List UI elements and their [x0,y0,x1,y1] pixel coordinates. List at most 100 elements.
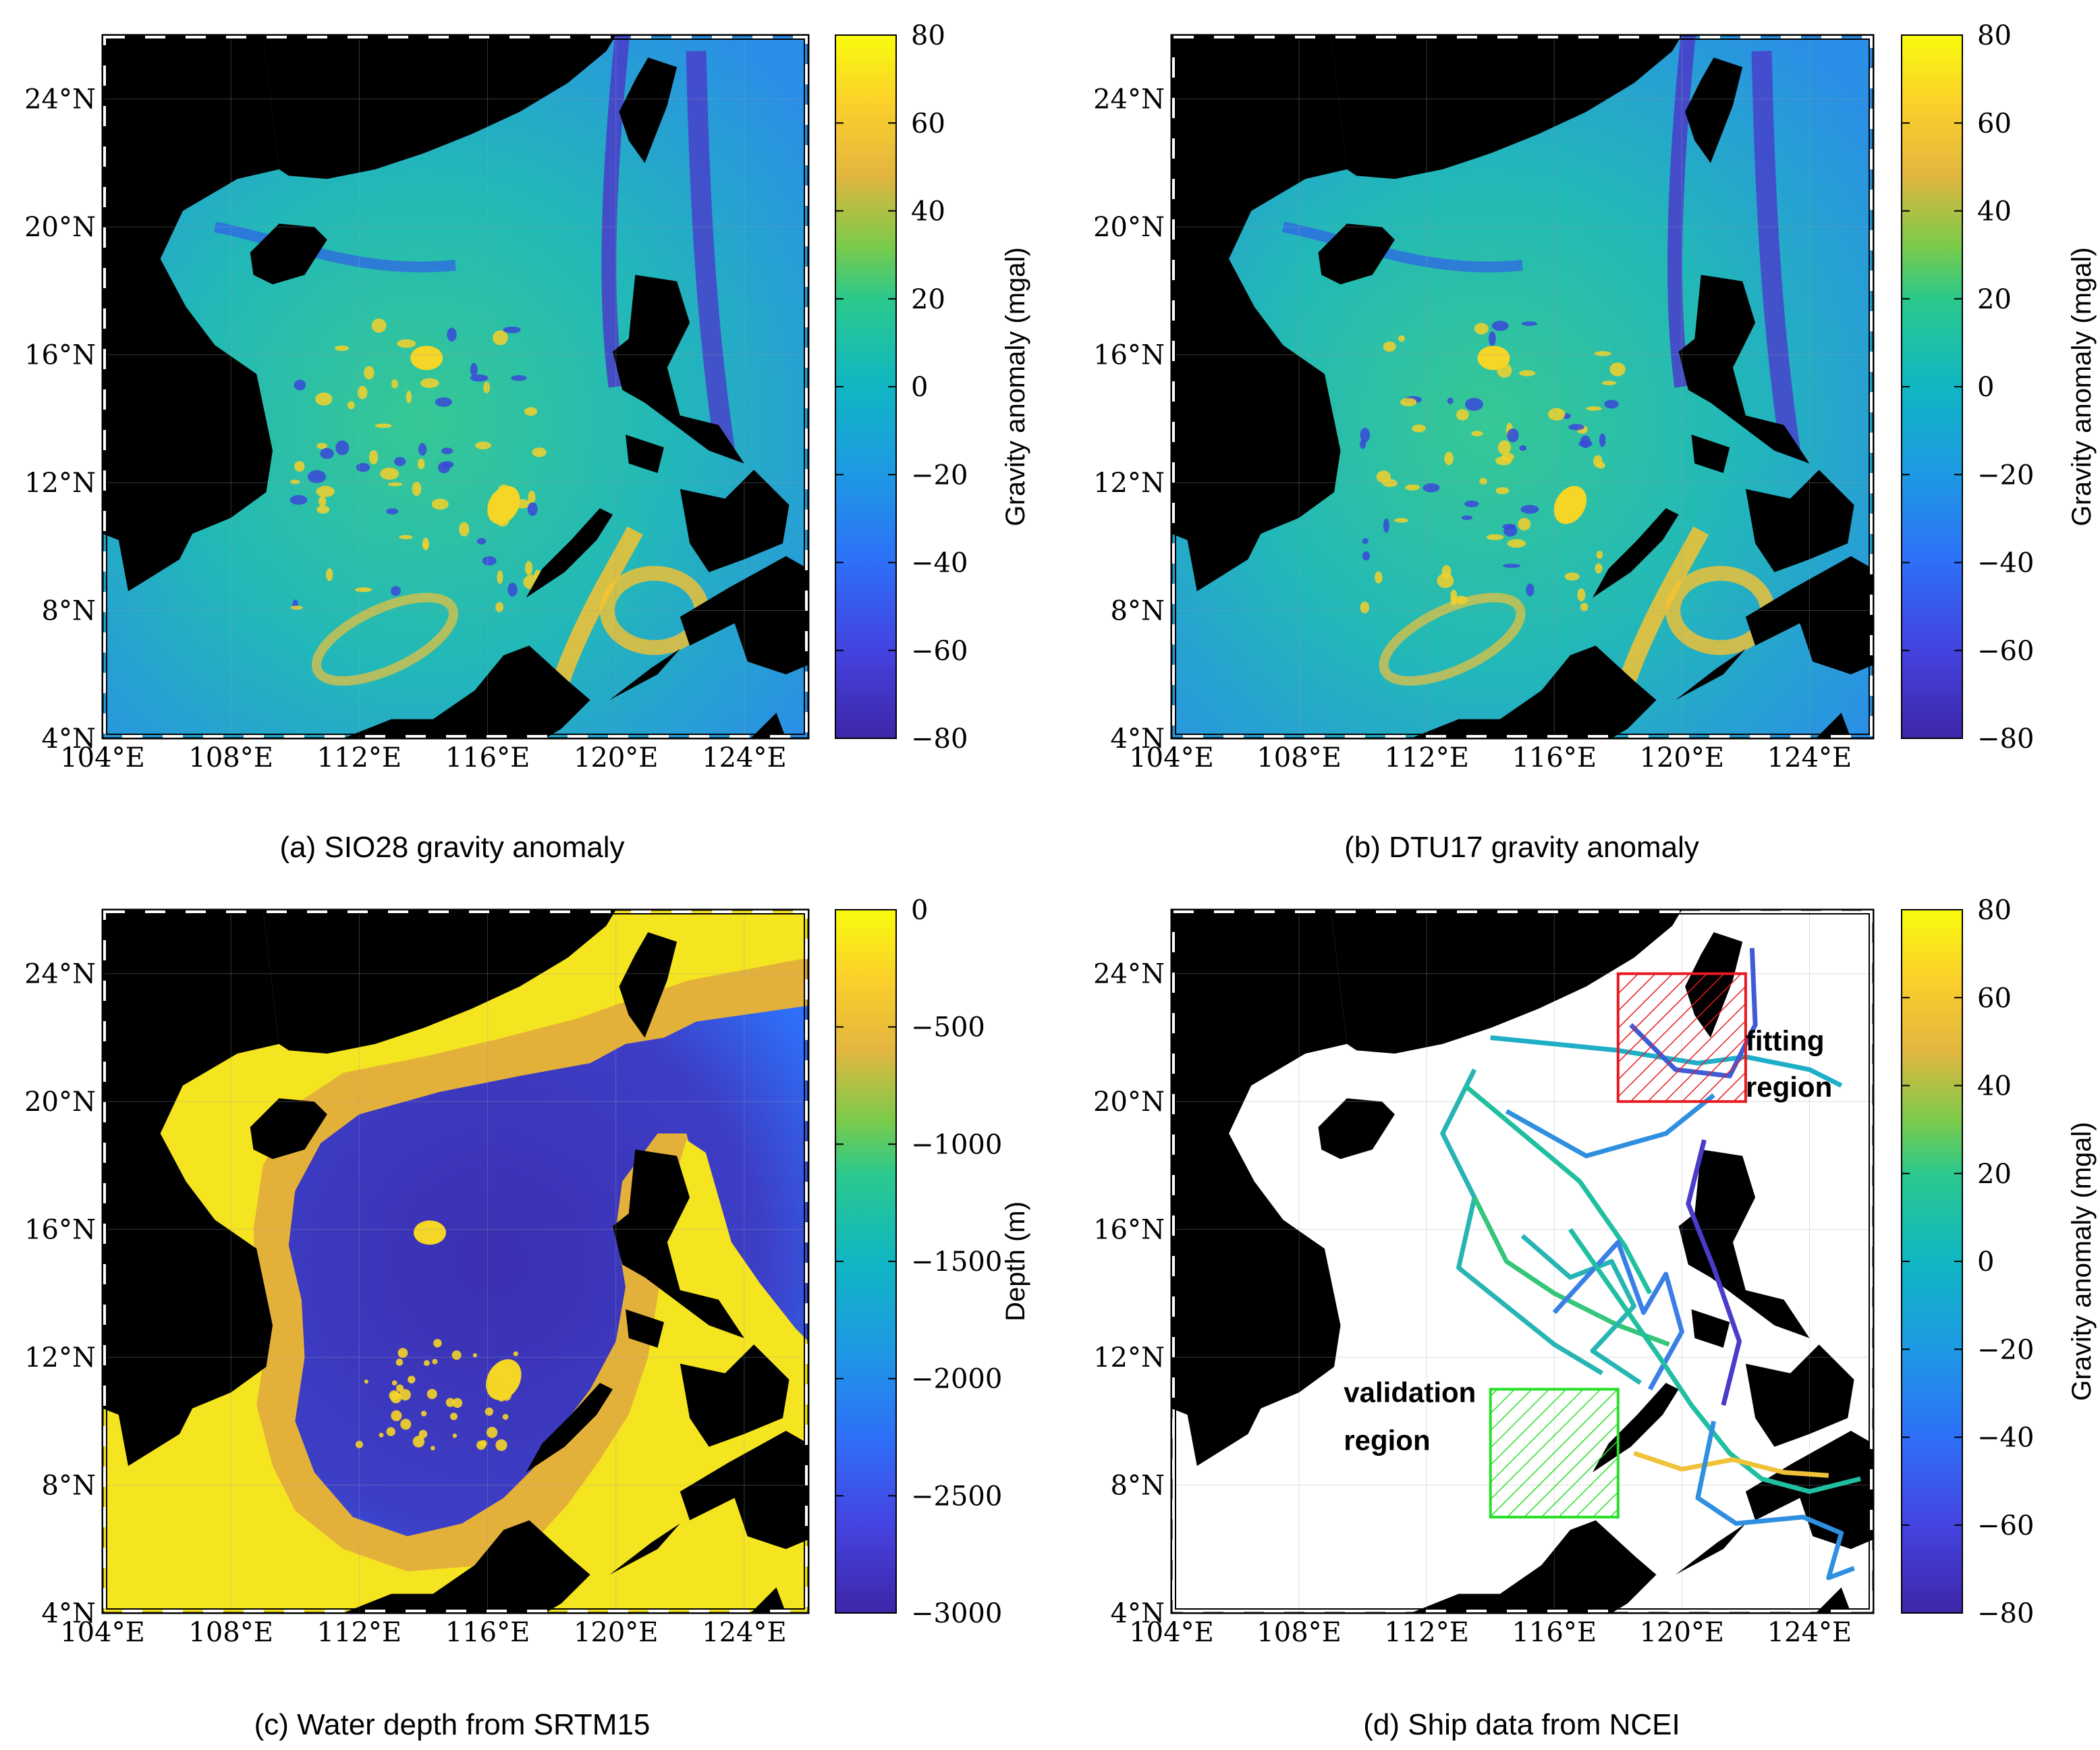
fitting-region-label: fitting [1746,1024,1825,1056]
y-tick-label: 16°N [24,340,96,371]
seamount-feature [1520,505,1539,514]
x-tick-label: 108°E [188,1617,273,1648]
seamount-feature [422,537,429,551]
map-frame-dashes [1172,910,1873,1612]
ship-track [1633,1450,1829,1478]
seamount-feature [1489,331,1496,346]
seamount-feature [1580,435,1591,448]
land-mindoro [1691,435,1730,473]
validation-region-label: region [1344,1424,1430,1456]
seamount-feature [316,443,327,449]
land-indochina [1171,910,1347,1467]
land-luzon [1678,1149,1810,1338]
colorbar-tick-label: −20 [1977,1334,2034,1365]
seamount-feature [316,486,335,497]
x-tick-label: 124°E [702,1617,787,1648]
map-frame-inner [106,913,805,1610]
x-tick-label: 116°E [1512,742,1597,773]
seamount-feature [364,366,375,380]
y-tick-label: 4°N [1111,723,1165,755]
reef-feature [391,1410,402,1421]
map-area [103,910,808,1613]
seamount-feature [1394,518,1409,523]
seamount-feature [487,486,520,524]
seamount-feature [1462,515,1473,520]
seamount-feature [435,397,453,407]
y-tick-label: 12°N [1093,1342,1165,1373]
x-tick-label: 112°E [1384,742,1469,773]
land-mindanao [1745,556,1873,675]
seamount-feature [371,318,387,333]
y-tick-label: 24°N [24,84,96,115]
panel-caption: (d) Ship data from NCEI [1363,1708,1680,1741]
land-sulawesi_tip [1815,713,1851,738]
seamount-feature [1383,518,1389,533]
colorbar-tick-label: 0 [911,895,928,926]
colorbar-tick-label: 0 [911,372,928,403]
seamount-feature [493,330,508,346]
seamount-feature [528,490,536,504]
colorbar-tick-label: 0 [1977,372,1994,403]
reef-feature [495,1375,504,1384]
y-tick-label: 4°N [42,723,96,755]
colorbar-tick-label: −80 [1977,723,2034,755]
land-taiwan [619,57,678,163]
reef-feature [396,1384,404,1392]
land-sulu [609,1523,680,1575]
seamount-feature [1405,484,1420,491]
land-palawan [526,508,613,598]
ship-track [1695,1421,1855,1581]
x-tick-label: 116°E [445,742,530,773]
seamount-feature [1400,398,1417,407]
seamount-feature [1375,571,1383,584]
seamount-feature [1465,398,1483,411]
seamount-feature [320,447,334,460]
colorbar-tick-label: 60 [1977,108,2012,139]
seamount-feature [1454,595,1468,605]
reef-feature [445,1398,455,1407]
land-hainan [1318,223,1395,285]
ship-track [1552,1240,1684,1391]
seamount-feature [418,443,427,456]
colorbar-tick-label: 80 [911,20,945,51]
land-borneo [282,1520,590,1613]
seamount-feature [380,467,399,480]
y-tick-label: 8°N [1111,596,1165,627]
land-borneo [1350,645,1657,738]
seamount-feature [391,379,398,389]
seamount-feature [326,568,333,582]
land-visayas [1745,1344,1854,1447]
reef-feature [399,1389,411,1401]
seamount-feature [393,457,406,466]
colorbar-tick-label: −40 [1977,548,2034,579]
reef-feature [395,1359,404,1366]
reef-feature [420,1411,427,1417]
land-mindoro [626,1309,664,1348]
reef-feature [451,1350,462,1360]
land-sulawesi_tip [750,713,786,738]
reef-feature [485,1407,493,1416]
colorbar-tick-label: 0 [1977,1247,1994,1278]
seamount-feature [387,482,403,487]
map-frame-inner [106,38,805,735]
panel-caption: (b) DTU17 gravity anomaly [1344,831,1699,864]
colorbar-tick-label: −20 [911,460,968,491]
reef-feature [426,1388,437,1400]
x-tick-label: 116°E [445,1617,530,1648]
seamount-feature [497,570,503,584]
x-tick-label: 108°E [1256,742,1342,773]
colorbar-tick-label: −60 [1977,636,2034,667]
seamount-feature [1609,362,1626,377]
seamount-feature [406,390,412,404]
seamount-feature [290,479,300,485]
seamount-feature [1596,550,1603,559]
x-tick-label: 112°E [317,742,402,773]
colorbar-tick-label: 60 [911,108,945,139]
seamount-feature [307,470,327,483]
seamount-feature [1553,486,1587,524]
land-sulawesi_tip [1815,1587,1851,1613]
seamount-feature [1604,400,1619,409]
map-area [1171,910,1873,1613]
seamount-feature [459,522,470,537]
